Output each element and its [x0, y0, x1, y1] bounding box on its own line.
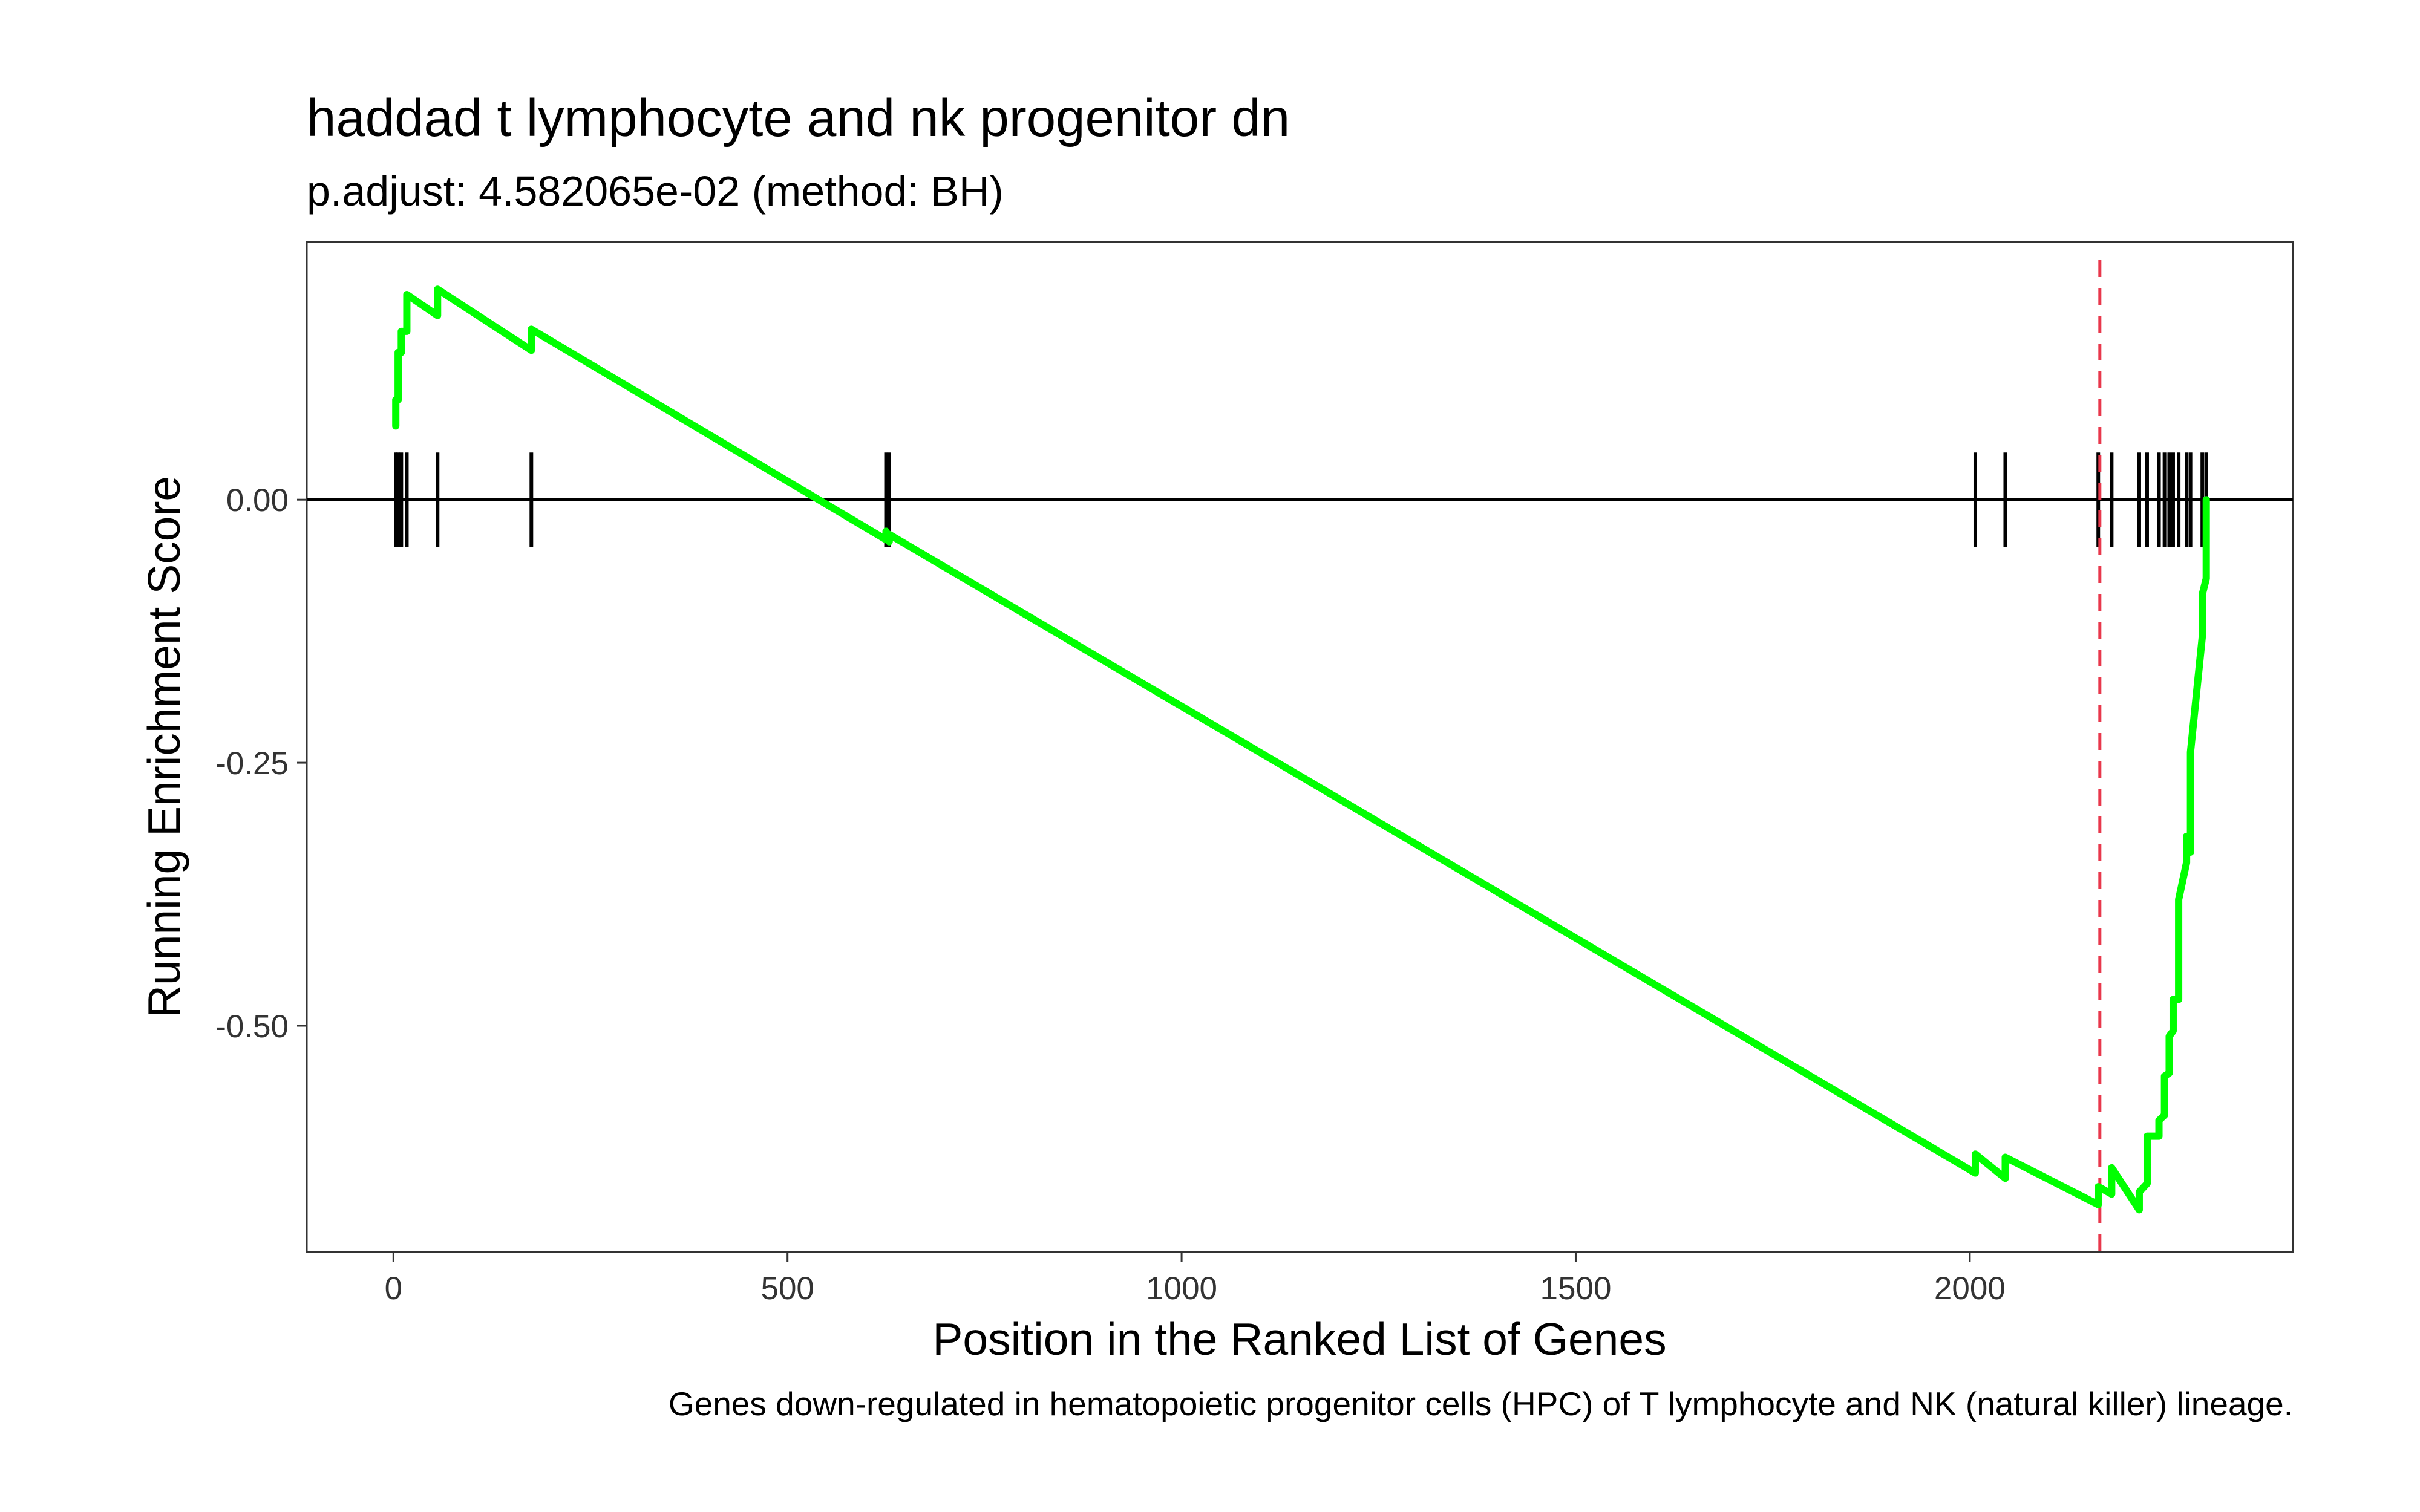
running-enrichment-curve: [392, 285, 2210, 1214]
x-tick-label: 1500: [1540, 1271, 1612, 1306]
x-axis-ticks: 0 500 1000 1500 2000: [385, 1252, 2006, 1306]
y-tick-label: -0.25: [215, 746, 289, 781]
plot-panel: [306, 241, 2294, 1253]
x-tick-label: 2000: [1934, 1271, 2006, 1306]
x-tick-label: 500: [760, 1271, 814, 1306]
y-tick-label: 0.00: [226, 483, 289, 518]
chart-title: haddad t lymphocyte and nk progenitor dn: [307, 89, 1290, 148]
x-tick-label: 0: [385, 1271, 402, 1306]
x-tick-label: 1000: [1146, 1271, 1217, 1306]
y-axis-ticks: 0.00 -0.25 -0.50: [215, 483, 307, 1044]
x-axis-title: Position in the Ranked List of Genes: [932, 1314, 1666, 1364]
chart-subtitle: p.adjust: 4.582065e-02 (method: BH): [307, 168, 1004, 215]
gene-hit-markers: [394, 452, 2208, 547]
chart-caption: Genes down-regulated in hematopoietic pr…: [669, 1385, 2293, 1422]
y-axis-title: Running Enrichment Score: [139, 476, 189, 1018]
y-tick-label: -0.50: [215, 1009, 289, 1044]
